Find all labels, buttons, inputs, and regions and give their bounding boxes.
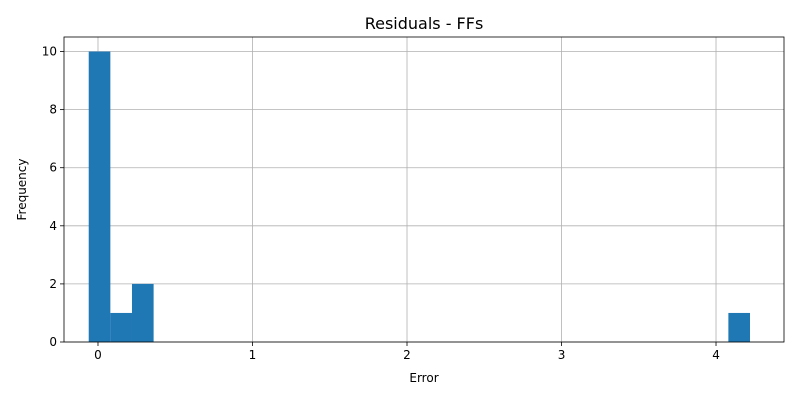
histogram-bar — [88, 51, 111, 343]
y-tick-label: 4 — [49, 219, 57, 233]
bars — [88, 51, 751, 343]
plot-frame — [63, 36, 785, 343]
x-tick-label: 3 — [558, 348, 566, 362]
grid — [64, 37, 784, 343]
histogram-bar — [131, 283, 154, 342]
x-tick-label: 1 — [249, 348, 257, 362]
x-tick-label: 2 — [403, 348, 411, 362]
chart-title: Residuals - FFs — [365, 14, 484, 33]
y-tick-label: 6 — [49, 161, 57, 175]
y-tick-label: 0 — [49, 335, 57, 349]
x-axis-ticks: 0 1 2 3 4 — [94, 342, 720, 362]
histogram-bar — [110, 312, 132, 342]
y-tick-label: 10 — [42, 45, 57, 59]
x-axis-label: Error — [409, 371, 438, 385]
histogram-bar — [728, 312, 751, 342]
y-axis-ticks: 0 2 4 6 8 10 — [42, 45, 64, 349]
y-axis-label: Frequency — [15, 159, 29, 221]
x-tick-label: 4 — [712, 348, 720, 362]
x-tick-label: 0 — [94, 348, 102, 362]
y-tick-label: 2 — [49, 277, 57, 291]
y-tick-label: 8 — [49, 103, 57, 117]
